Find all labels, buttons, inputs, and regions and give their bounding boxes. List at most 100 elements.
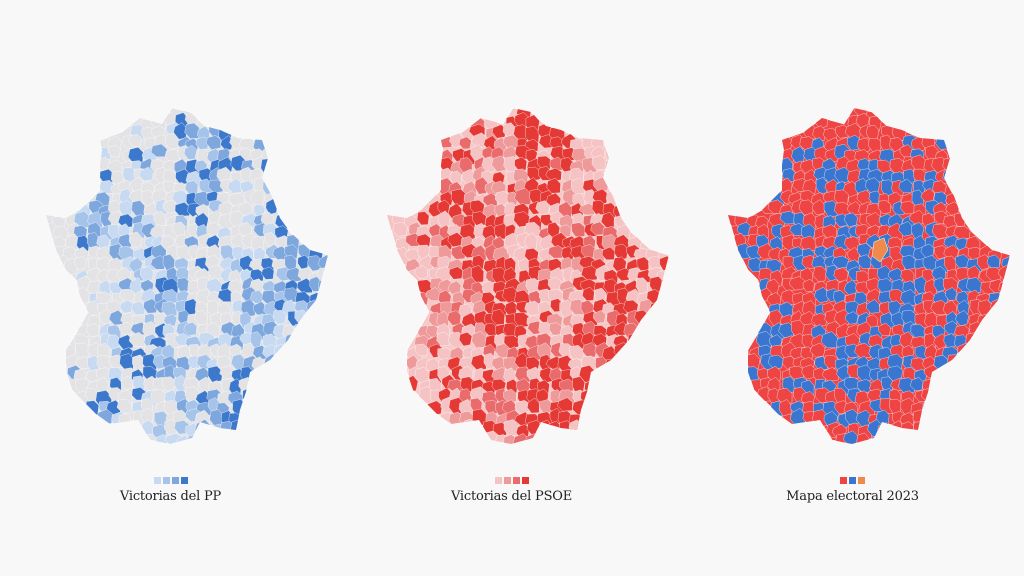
caption-psoe: Victorias del PSOE xyxy=(450,489,573,504)
municipality-cell xyxy=(844,311,859,325)
municipality-cell xyxy=(811,199,825,216)
municipality-cell xyxy=(811,312,828,328)
municipality-cell xyxy=(843,377,861,392)
municipality-cell xyxy=(128,134,142,148)
municipality-cell xyxy=(503,335,520,349)
municipality-cell xyxy=(858,254,872,269)
municipality-cell xyxy=(129,332,145,347)
municipality-cell xyxy=(471,255,485,270)
municipality-cell xyxy=(74,256,87,271)
legend-psoe xyxy=(341,477,682,484)
municipality-cell xyxy=(998,281,1010,296)
municipality-cell xyxy=(746,244,762,260)
map-panel-electoral: Mapa electoral 2023 xyxy=(682,0,1023,576)
municipality-cell xyxy=(186,434,202,444)
municipality-cell xyxy=(578,203,595,216)
municipality-cell xyxy=(491,155,507,172)
municipality-cell xyxy=(162,199,177,214)
municipality-cell xyxy=(538,134,554,149)
municipality-cell xyxy=(513,124,529,143)
municipality-cell xyxy=(649,301,664,316)
municipality-cell xyxy=(220,244,235,262)
municipality-cell xyxy=(96,268,110,284)
municipality-cell xyxy=(171,189,188,206)
municipality-cell xyxy=(593,310,606,324)
municipality-cell xyxy=(535,200,551,216)
municipality-cell xyxy=(614,243,629,261)
municipality-cell xyxy=(821,331,838,349)
municipality-cell xyxy=(945,287,957,301)
municipality-cell xyxy=(854,342,871,358)
municipality-cell xyxy=(140,266,154,282)
municipality-cell xyxy=(812,266,827,282)
map-panel-pp: Victorias del PP xyxy=(0,0,341,576)
municipality-cell xyxy=(413,265,428,279)
municipality-cell xyxy=(965,332,981,349)
legend-swatch xyxy=(171,477,179,484)
municipality-cell xyxy=(545,167,562,182)
municipality-cell xyxy=(604,159,618,175)
municipality-cell xyxy=(966,277,982,294)
municipality-cell xyxy=(117,334,134,350)
municipality-cell xyxy=(899,331,914,349)
municipality-cell xyxy=(131,301,145,316)
municipality-cell xyxy=(524,126,540,143)
municipality-cell xyxy=(119,200,133,217)
legend-electoral xyxy=(682,477,1023,484)
municipality-cell xyxy=(404,248,420,261)
municipality-cell xyxy=(833,234,850,250)
municipality-cell xyxy=(933,191,948,205)
municipality-cell xyxy=(143,298,158,314)
municipality-cell xyxy=(768,309,783,326)
municipality-cell xyxy=(789,276,806,291)
municipality-cell xyxy=(980,321,996,335)
municipality-cell xyxy=(261,266,275,280)
municipality-cell xyxy=(779,210,796,225)
municipality-cell xyxy=(834,309,850,327)
municipality-cell xyxy=(877,200,891,214)
municipality-cell xyxy=(514,156,528,171)
municipality-cell xyxy=(242,387,256,405)
municipality-cell xyxy=(835,124,850,139)
municipality-cell xyxy=(285,267,303,283)
municipality-cell xyxy=(194,212,209,230)
legend-swatch xyxy=(494,477,502,484)
municipality-cell xyxy=(898,178,913,194)
municipality-cell xyxy=(881,376,894,392)
municipality-cell xyxy=(317,254,328,271)
municipality-cell xyxy=(876,265,892,283)
municipality-cell xyxy=(195,136,210,151)
legend-swatch xyxy=(840,477,847,484)
municipality-cell xyxy=(526,166,541,182)
municipality-cell xyxy=(481,280,495,296)
municipality-cell xyxy=(184,145,197,160)
municipality-cell xyxy=(98,280,112,296)
municipality-cell xyxy=(85,388,99,403)
municipality-cell xyxy=(472,211,487,227)
municipality-cell xyxy=(856,137,872,153)
municipality-cell xyxy=(636,256,650,271)
municipality-cell xyxy=(933,277,946,293)
municipality-cell xyxy=(913,168,926,183)
municipality-cell xyxy=(821,367,839,382)
municipality-cell xyxy=(392,221,408,237)
municipality-cell xyxy=(932,223,948,240)
municipality-cell xyxy=(458,399,474,417)
municipality-cell xyxy=(866,277,882,294)
municipality-cell xyxy=(834,189,849,206)
map-psoe xyxy=(386,107,670,445)
municipality-cell xyxy=(537,155,552,170)
municipality-cell xyxy=(526,366,542,382)
municipality-cell xyxy=(296,278,313,293)
municipality-cell xyxy=(930,299,948,315)
municipality-cell xyxy=(898,221,914,237)
district-cells-electoral xyxy=(728,108,1010,444)
municipality-cell xyxy=(615,267,631,281)
municipality-cell xyxy=(900,289,917,307)
municipality-cell xyxy=(627,333,641,350)
municipality-cell xyxy=(161,301,178,317)
municipality-cell xyxy=(582,286,595,301)
legend-swatch xyxy=(503,477,511,484)
municipality-cell xyxy=(768,354,784,369)
municipality-cell xyxy=(755,331,772,349)
